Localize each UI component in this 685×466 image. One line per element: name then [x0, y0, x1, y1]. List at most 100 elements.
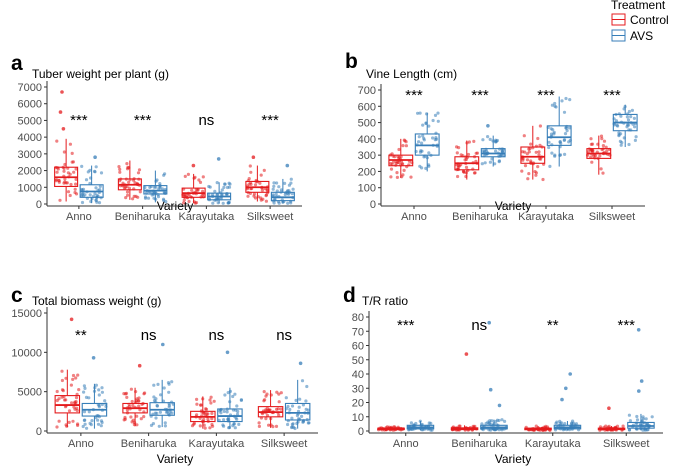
jitter-point: [568, 98, 572, 102]
jitter-point: [74, 396, 79, 400]
jitter-point: [537, 150, 541, 154]
jitter-point: [252, 194, 256, 198]
jitter-point: [627, 109, 632, 114]
jitter-point: [404, 140, 408, 144]
jitter-point: [599, 167, 603, 171]
jitter-point: [259, 173, 263, 177]
significance-label: ***: [405, 87, 423, 104]
jitter-point: [272, 181, 276, 185]
jitter-point: [233, 392, 237, 396]
jitter-point: [534, 173, 538, 177]
jitter-point: [272, 184, 276, 188]
jitter-point: [605, 149, 609, 153]
outlier-point: [488, 387, 493, 392]
legend-control-label: Control: [630, 13, 669, 27]
jitter-point: [195, 397, 199, 401]
jitter-point: [228, 182, 232, 186]
jitter-point: [389, 175, 393, 179]
jitter-point: [81, 424, 85, 429]
x-tick-label: Karayutaka: [525, 438, 582, 450]
jitter-point: [436, 119, 440, 123]
jitter-point: [425, 112, 429, 116]
jitter-point: [457, 424, 461, 428]
jitter-point: [97, 388, 101, 392]
jitter-point: [523, 150, 527, 154]
jitter-point: [401, 173, 405, 177]
jitter-point: [431, 136, 435, 140]
jitter-point: [589, 137, 593, 141]
jitter-point: [267, 423, 271, 427]
significance-label: ***: [70, 112, 88, 129]
jitter-point: [304, 399, 308, 403]
jitter-point: [276, 407, 280, 411]
jitter-point: [103, 399, 107, 403]
jitter-point: [118, 170, 122, 174]
jitter-point: [634, 135, 638, 139]
jitter-point: [598, 154, 602, 158]
jitter-point: [235, 417, 239, 421]
jitter-point: [233, 426, 237, 430]
jitter-point: [277, 185, 281, 189]
jitter-point: [221, 423, 225, 427]
jitter-point: [137, 168, 142, 172]
jitter-point: [568, 126, 572, 130]
jitter-point: [474, 151, 478, 155]
significance-label: ***: [397, 317, 415, 334]
box: [284, 402, 311, 421]
jitter-point: [538, 124, 543, 128]
outlier-point: [137, 363, 142, 368]
jitter-point: [471, 424, 475, 428]
jitter-point: [182, 198, 186, 202]
jitter-point: [221, 201, 225, 205]
jitter-point: [194, 188, 198, 192]
jitter-point: [190, 188, 194, 192]
x-tick-label: Beniharuka: [121, 438, 178, 450]
jitter-point: [528, 147, 532, 151]
jitter-point: [152, 383, 156, 387]
jitter-point: [291, 422, 295, 426]
y-tick-label: 200: [358, 166, 376, 178]
jitter-point: [69, 182, 73, 187]
jitter-point: [60, 369, 64, 373]
y-tick-label: 80: [352, 312, 364, 324]
jitter-point: [211, 424, 215, 428]
jitter-point: [547, 140, 551, 144]
jitter-point: [552, 130, 556, 134]
jitter-point: [135, 423, 139, 427]
jitter-point: [151, 422, 155, 426]
jitter-point: [142, 415, 146, 419]
jitter-point: [289, 181, 293, 185]
jitter-point: [125, 162, 129, 166]
jitter-point: [55, 425, 59, 429]
jitter-point: [74, 167, 78, 171]
jitter-point: [617, 131, 621, 135]
jitter-point: [186, 172, 190, 176]
jitter-point: [60, 395, 64, 399]
jitter-point: [264, 199, 268, 203]
jitter-point: [211, 201, 215, 205]
outlier-point: [487, 320, 492, 325]
jitter-point: [619, 143, 623, 147]
jitter-point: [84, 395, 89, 399]
jitter-point: [231, 394, 235, 399]
jitter-point: [82, 384, 86, 388]
jitter-point: [265, 188, 269, 192]
panel-c-title: Total biomass weight (g): [32, 294, 161, 308]
jitter-point: [536, 165, 540, 169]
jitter-point: [127, 186, 131, 190]
jitter-point: [633, 125, 637, 129]
jitter-point: [541, 177, 545, 182]
significance-label: **: [547, 317, 559, 334]
y-tick-label: 600: [358, 101, 376, 113]
jitter-point: [71, 419, 75, 423]
x-tick-label: Beniharuka: [451, 438, 508, 450]
significance-label: ns: [276, 327, 292, 344]
jitter-point: [392, 160, 396, 164]
jitter-point: [76, 423, 80, 427]
jitter-point: [295, 413, 299, 418]
jitter-point: [210, 417, 214, 421]
jitter-point: [497, 160, 501, 164]
jitter-point: [457, 146, 461, 150]
jitter-point: [211, 192, 215, 197]
y-tick-label: 3000: [18, 149, 42, 161]
